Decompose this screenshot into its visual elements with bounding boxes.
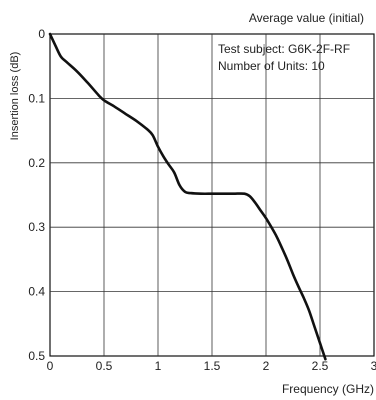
y-tick-label: 0.2	[28, 156, 45, 170]
annotation-test-subject: Test subject: G6K-2F-RF	[218, 42, 350, 56]
y-tick-label: 0.1	[28, 91, 45, 105]
x-tick-label: 2.5	[312, 359, 329, 373]
x-tick-label: 0.5	[96, 359, 113, 373]
grid	[50, 34, 374, 356]
x-tick-label: 0	[47, 359, 54, 373]
tick-labels: 0 0.5 1 1.5 2 2.5 300.10.20.30.40.5	[28, 27, 376, 373]
x-tick-label: 1	[155, 359, 162, 373]
y-tick-label: 0.3	[28, 220, 45, 234]
y-tick-label: 0.4	[28, 285, 45, 299]
series-line	[48, 32, 327, 361]
y-tick-label: 0	[38, 27, 45, 41]
x-tick-label: 2	[263, 359, 270, 373]
y-axis-label: Insertion loss (dB)	[9, 52, 21, 141]
y-tick-label: 0.5	[28, 349, 45, 363]
x-tick-label: 1.5	[204, 359, 221, 373]
x-axis-label: Frequency (GHz)	[282, 382, 374, 396]
annotation-box: Test subject: G6K-2F-RF Number of Units:…	[218, 42, 350, 73]
annotation-number-of-units: Number of Units: 10	[218, 59, 325, 73]
chart-title: Average value (initial)	[249, 11, 364, 25]
x-tick-label: 3	[371, 359, 376, 373]
series-layer	[48, 32, 327, 361]
